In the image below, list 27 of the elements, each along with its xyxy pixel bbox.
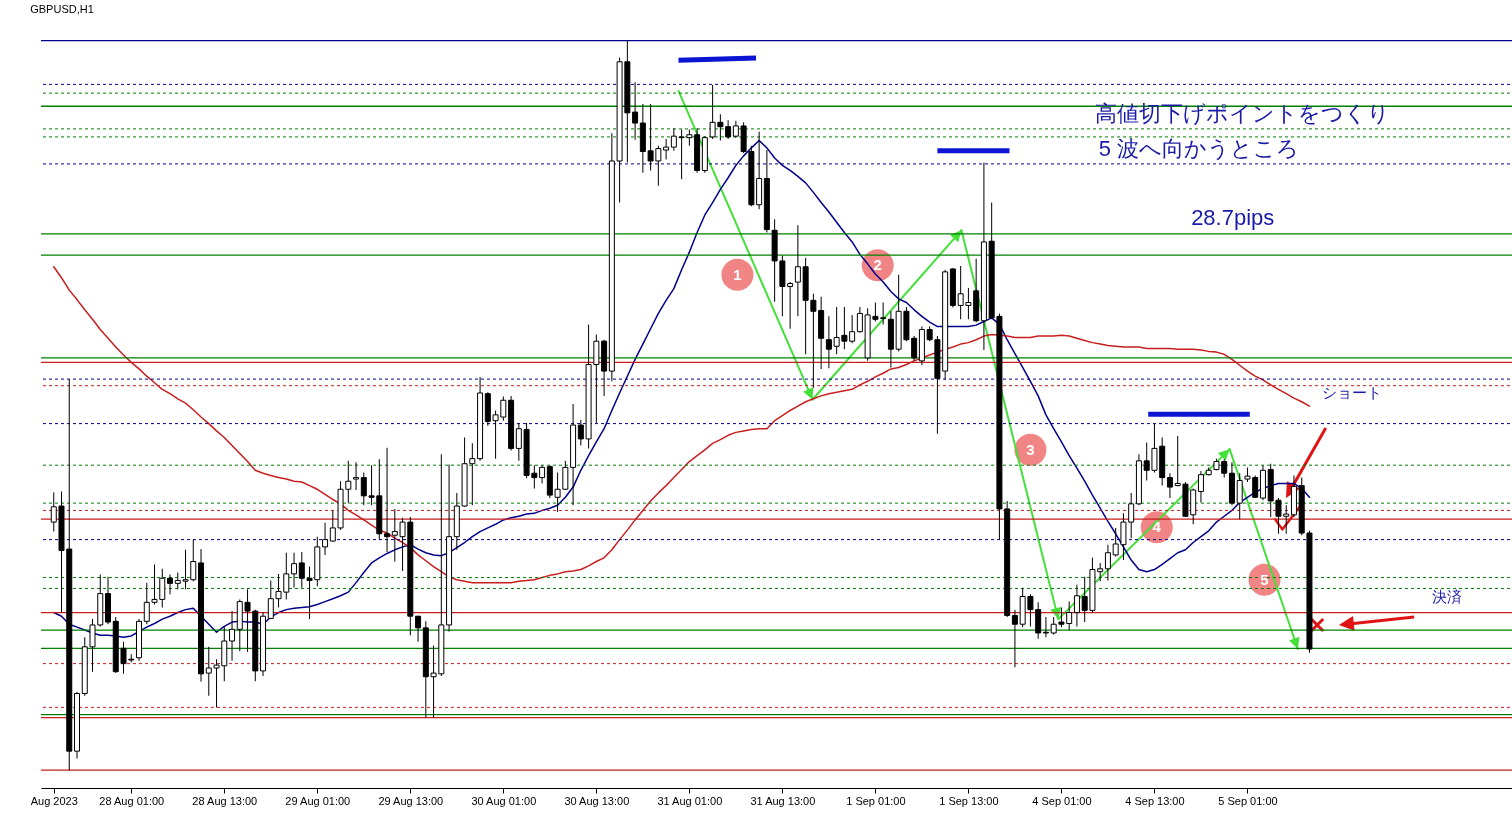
x-tick-label: Aug 2023	[30, 794, 78, 807]
text: 決済	[1431, 587, 1462, 605]
x-tick-label: 31 Aug 13:00	[750, 794, 816, 807]
annotation: 5	[1260, 570, 1269, 588]
candlestick	[384, 447, 391, 552]
annotation: 4	[1152, 518, 1162, 536]
x-tick-label: 1 Sep 13:00	[939, 794, 999, 807]
x-tick-label: 29 Aug 13:00	[378, 794, 444, 807]
x-tick-label: 4 Sep 13:00	[1125, 794, 1185, 807]
x-tick-label: 28 Aug 01:00	[99, 794, 165, 807]
annotation: 2	[873, 256, 882, 274]
x-tick-label: 5 Sep 01:00	[1218, 794, 1278, 807]
annotation: 28.7pips	[1191, 204, 1275, 230]
x-tick-label: 29 Aug 01:00	[285, 794, 351, 807]
annotation: 3	[1026, 440, 1035, 458]
x-tick-label: 30 Aug 01:00	[471, 794, 537, 807]
x-tick-label: 1 Sep 01:00	[846, 794, 906, 807]
annotation: 高値切下げポイントをつくり	[1094, 100, 1390, 126]
chart-title: GBPUSD,H1	[30, 3, 94, 15]
annotation: 5 波へ向かうところ	[1098, 135, 1299, 161]
x-tick-label: 31 Aug 01:00	[657, 794, 723, 807]
candlestick	[1042, 616, 1049, 638]
x-tick-label: 4 Sep 01:00	[1032, 794, 1092, 807]
annotation: 1	[733, 265, 742, 283]
x-tick-label: 28 Aug 13:00	[192, 794, 258, 807]
x-tick-label: 30 Aug 13:00	[564, 794, 630, 807]
text: ショート	[1321, 383, 1382, 401]
